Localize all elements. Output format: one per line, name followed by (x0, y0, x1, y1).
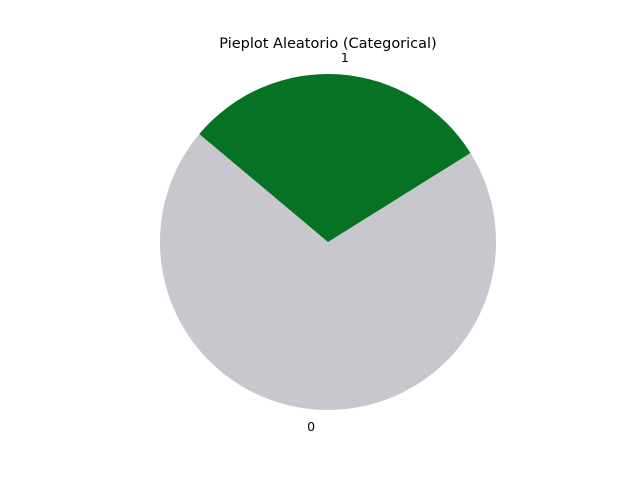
pie-slice-0 (159, 134, 496, 410)
pie-slice-1 (199, 73, 471, 242)
pie-slices (159, 73, 496, 410)
pie-label-0: 0 (307, 419, 315, 434)
pie-label-1: 1 (341, 50, 349, 65)
chart-title: Pieplot Aleatorio (Categorical) (219, 36, 436, 52)
pie-labels: 01 (307, 50, 349, 434)
